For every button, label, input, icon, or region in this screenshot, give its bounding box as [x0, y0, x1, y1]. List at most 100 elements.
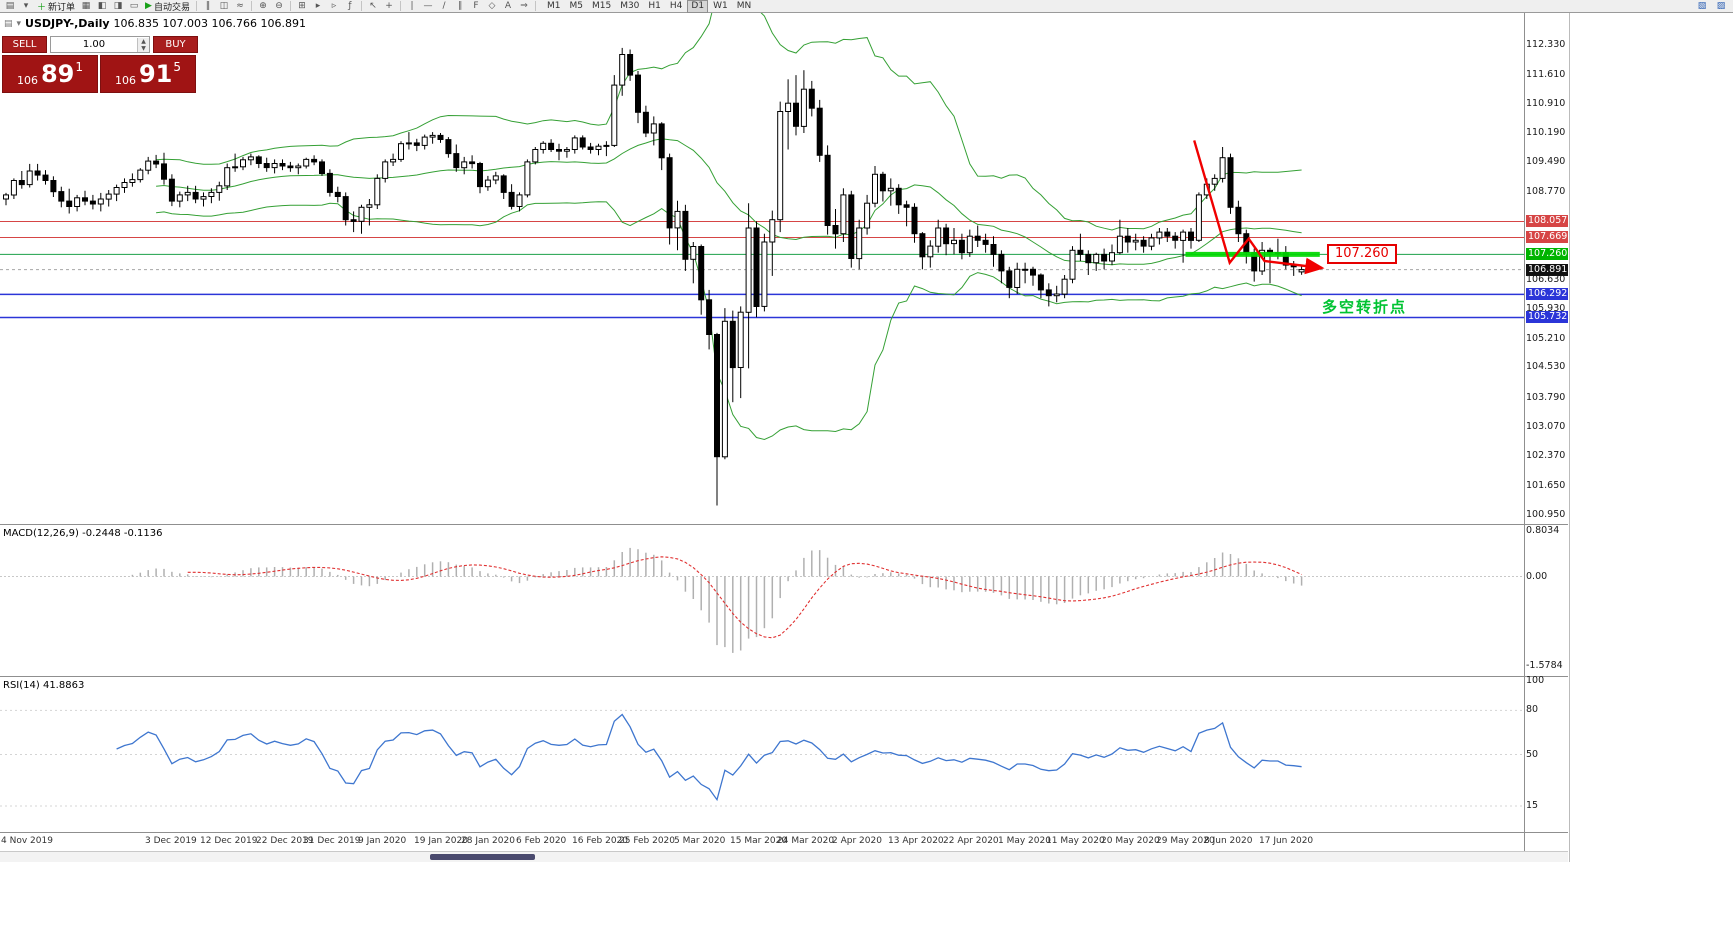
price-axis-label: 112.330	[1526, 39, 1566, 50]
price-axis-label: 105.930	[1526, 303, 1566, 314]
scrollbar-thumb[interactable]	[430, 854, 535, 860]
timeframe-w1[interactable]: W1	[713, 0, 728, 11]
data-window-icon[interactable]: ◧	[97, 1, 107, 11]
timeframe-m15[interactable]: M15	[591, 0, 612, 11]
navigator-icon[interactable]: ◨	[113, 1, 123, 11]
price-axis-label: 100.950	[1526, 509, 1566, 520]
volume-value[interactable]: 1.00	[82, 39, 106, 50]
rsi-axis-label: 15	[1526, 800, 1539, 811]
toolbar-separator	[399, 1, 401, 11]
chart-symbol-period: USDJPY-,Daily	[25, 17, 110, 30]
bid-price-tile[interactable]: 106 89 1	[2, 55, 98, 93]
new-order-button[interactable]: ＋新订单	[37, 2, 76, 13]
chart-shift-icon[interactable]: ▹	[331, 1, 337, 11]
chart-profiles-icon[interactable]: ▾	[23, 1, 29, 11]
macd-plot[interactable]	[0, 526, 1524, 676]
timeframe-toolbar: M1 M5 M15 M30 H1 H4 D1 W1 MN	[543, 0, 755, 13]
chart-window[interactable]: ▤ ▾ USDJPY-,Daily 106.835 107.003 106.76…	[0, 13, 1570, 862]
zoom-in-icon[interactable]: ⊕	[259, 1, 267, 11]
date-axis-label: 1 May 2020	[998, 836, 1051, 846]
panel-divider[interactable]	[0, 524, 1568, 525]
collapse-panel-icon[interactable]: ▾	[16, 18, 22, 29]
tile-windows-icon[interactable]: ⊞	[298, 1, 306, 11]
price-axis-label: 106.630	[1526, 274, 1566, 285]
volume-spinner[interactable]: ▲ ▼	[137, 37, 149, 52]
vertical-line-icon[interactable]: |	[410, 1, 414, 11]
sell-button[interactable]: SELL	[2, 36, 47, 53]
macd-axis-label: -1.5784	[1526, 660, 1563, 671]
volume-input[interactable]: 1.00 ▲ ▼	[50, 36, 150, 53]
channel-icon[interactable]: ∥	[457, 1, 463, 11]
price-axis-label: 102.370	[1526, 450, 1566, 461]
date-axis-label: 24 Mar 2020	[777, 836, 835, 846]
fullscreen-icon[interactable]: ▧	[1697, 1, 1707, 11]
toolbar-separator	[289, 1, 291, 11]
price-axis-label: 107.669	[1526, 231, 1568, 243]
date-axis-label: 12 Dec 2019	[200, 836, 258, 846]
horizontal-scrollbar[interactable]	[0, 851, 1568, 862]
volume-down-icon[interactable]: ▼	[138, 44, 149, 52]
timeframe-h1[interactable]: H1	[648, 0, 661, 11]
price-axis-label: 107.260	[1526, 248, 1568, 260]
arrows-icon[interactable]: ⇒	[520, 1, 528, 11]
rsi-plot[interactable]	[0, 678, 1524, 832]
indicators-icon[interactable]: ƒ	[348, 1, 352, 11]
timeframe-m5[interactable]: M5	[569, 0, 583, 11]
bid-price-small: 106	[16, 74, 38, 87]
line-chart-icon[interactable]: ≈	[236, 1, 244, 11]
market-watch-icon[interactable]: ▦	[81, 1, 91, 11]
bid-price-big: 89	[40, 60, 75, 88]
new-chart-icon[interactable]: ▤	[5, 1, 15, 11]
price-axis-label: 103.070	[1526, 421, 1566, 432]
crosshair-icon[interactable]: +	[385, 1, 393, 11]
date-axis-label: 19 Jan 2020	[414, 836, 468, 846]
price-axis-label: 106.292	[1526, 288, 1568, 300]
buy-button[interactable]: BUY	[153, 36, 198, 53]
date-axis-label: 4 Nov 2019	[1, 836, 53, 846]
price-axis-border	[1524, 13, 1525, 851]
toolbar-separator	[534, 1, 536, 11]
macd-axis-label: 0.00	[1526, 571, 1548, 582]
candlestick-chart-icon[interactable]: ◫	[219, 1, 229, 11]
main-chart-plot[interactable]	[0, 13, 1524, 524]
ask-price-tile[interactable]: 106 91 5	[100, 55, 196, 93]
terminal-icon[interactable]: ▭	[129, 1, 139, 11]
date-axis-label: 22 Apr 2020	[943, 836, 999, 846]
toolbar-separator	[250, 1, 252, 11]
timeframe-d1[interactable]: D1	[687, 0, 709, 13]
text-icon[interactable]: A	[504, 1, 512, 11]
date-axis-label: 17 Jun 2020	[1259, 836, 1314, 846]
price-axis-label: 108.057	[1526, 215, 1568, 227]
date-axis-label: 22 Dec 2019	[256, 836, 314, 846]
date-axis-label: 5 Mar 2020	[674, 836, 726, 846]
panel-divider	[0, 832, 1568, 833]
rsi-axis-label: 100	[1526, 675, 1545, 686]
auto-scroll-icon[interactable]: ▸	[315, 1, 321, 11]
chart-ohlc-values: 106.835 107.003 106.766 106.891	[113, 17, 306, 30]
fibonacci-icon[interactable]: F	[473, 1, 479, 11]
autotrading-button[interactable]: ▶ 自动交易	[145, 1, 190, 13]
horizontal-line-icon[interactable]: —	[423, 1, 433, 11]
date-axis-label: 15 Mar 2020	[730, 836, 788, 846]
toolbar-separator	[360, 1, 362, 11]
price-axis-label: 110.910	[1526, 98, 1566, 109]
bid-price-sup: 1	[75, 60, 84, 74]
date-axis-label: 16 Feb 2020	[572, 836, 629, 846]
timeframe-mn[interactable]: MN	[736, 0, 752, 11]
volume-up-icon[interactable]: ▲	[138, 37, 149, 45]
timeframe-m30[interactable]: M30	[620, 0, 640, 11]
trendline-icon[interactable]: /	[442, 1, 446, 11]
timeframe-m1[interactable]: M1	[546, 0, 561, 11]
date-axis-label: 13 Apr 2020	[888, 836, 944, 846]
bar-chart-icon[interactable]: ‖	[205, 1, 211, 11]
cursor-icon[interactable]: ↖	[369, 1, 377, 11]
timeframe-h4[interactable]: H4	[669, 0, 683, 11]
ask-price-big: 91	[138, 60, 173, 88]
shapes-icon[interactable]: ◇	[488, 1, 496, 11]
window-layout-icon[interactable]: ▨	[1716, 1, 1726, 11]
price-axis-label: 103.790	[1526, 392, 1566, 403]
price-axis-label: 110.190	[1526, 127, 1566, 138]
zoom-out-icon[interactable]: ⊖	[275, 1, 283, 11]
rsi-axis-label: 80	[1526, 704, 1539, 715]
panel-divider[interactable]	[0, 676, 1568, 677]
